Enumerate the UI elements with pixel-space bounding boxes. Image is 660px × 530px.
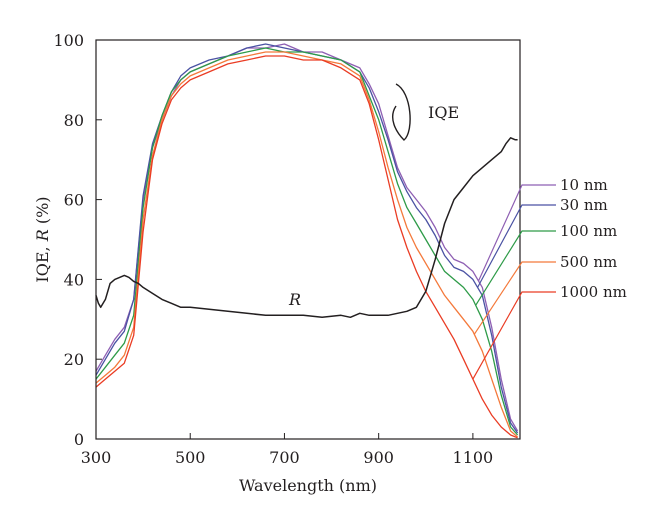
legend-label: 10 nm (560, 176, 608, 194)
y-tick-label: 60 (64, 191, 84, 210)
y-axis-title-part-1: IQE, (33, 241, 52, 282)
x-tick-label: 700 (269, 448, 300, 467)
series-line-1000-nm (95, 55, 518, 439)
series-line-100-nm (95, 47, 519, 436)
legend-leader-line (477, 204, 556, 288)
y-axis-title: IQE, R (%) (33, 196, 52, 282)
x-tick-label: 500 (175, 448, 206, 467)
y-tick-label: 20 (64, 350, 84, 369)
legend-label: 100 nm (560, 222, 617, 240)
y-tick-label: 0 (74, 430, 84, 449)
x-tick-label: 1100 (453, 448, 494, 467)
legend-leader-line (477, 184, 556, 282)
x-tick-label: 900 (363, 448, 394, 467)
plot-frame (95, 39, 521, 440)
r-annotation: R (288, 290, 301, 309)
y-axis-title-part-3: (%) (33, 196, 52, 229)
legend-leader-line (475, 230, 556, 306)
legend: 10 nm 30 nm 100 nm 500 nm 1000 nm (472, 176, 627, 380)
y-axis-title-italic-r: R (33, 229, 52, 242)
y-tick-label: 40 (64, 270, 84, 289)
x-axis-title: Wavelength (nm) (239, 476, 377, 495)
legend-label: 1000 nm (560, 283, 627, 301)
iqe-bracket (392, 83, 411, 141)
legend-label: 500 nm (560, 253, 617, 271)
iqe-annotation: IQE (428, 103, 459, 122)
x-tick-label: 300 (81, 448, 112, 467)
y-tick-label: 80 (64, 111, 84, 130)
axis-ticks: 300 500 700 900 1100 0 20 40 60 80 100 (53, 31, 493, 467)
legend-leader-line (472, 291, 556, 380)
legend-leader-line (473, 261, 556, 335)
legend-label: 30 nm (560, 196, 608, 214)
plot-lines (95, 43, 519, 439)
y-tick-label: 100 (53, 31, 84, 50)
series-line-r (95, 137, 518, 319)
series-line-500-nm (95, 51, 519, 438)
